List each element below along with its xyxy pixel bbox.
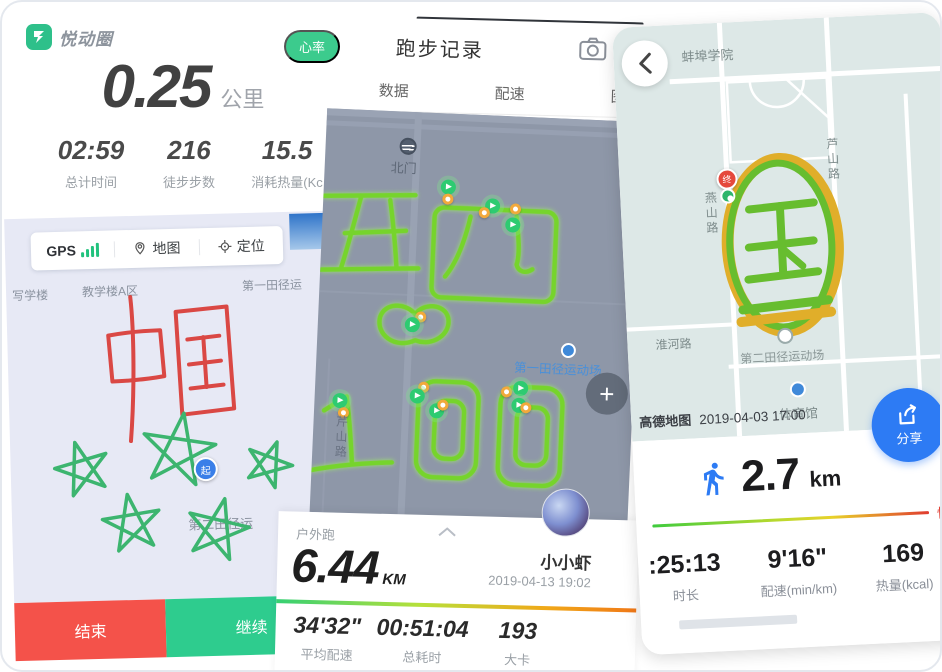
- live-run-header: 悦动圈 心率 0.25 公里 02:59 总计时间 216 徒步步数 15.5 …: [10, 10, 340, 191]
- tab-pace[interactable]: 配速: [494, 85, 525, 104]
- map-pin-icon: [135, 242, 145, 255]
- live-distance-unit: 公里: [220, 87, 265, 112]
- yuedong-logo-icon: [26, 24, 52, 50]
- map-mode-label: 地图: [152, 239, 181, 257]
- gps-art-zhongguo-red: [106, 295, 237, 444]
- share-label: 分享: [896, 429, 923, 447]
- chevron-left-icon: [639, 52, 652, 74]
- camera-icon[interactable]: [579, 37, 608, 62]
- activity-datetime: 2019-04-03 17:00: [698, 407, 807, 428]
- next-card-peek: [679, 614, 798, 630]
- stat-steps: 216 徒步步数: [162, 135, 215, 190]
- record-datetime: 2019-04-13 19:02: [488, 572, 592, 591]
- map-label-stadium: 第一田径运动场: [513, 360, 602, 379]
- court-lines: [725, 76, 832, 164]
- record-summary-card: 户外跑 6.44 KM 小小虾 2019-04-13 19:02 34'32" …: [274, 511, 639, 670]
- map-label-building: 写学楼: [11, 288, 49, 304]
- runner-icon: [703, 462, 724, 496]
- stat-total-time: 02:59 总计时间: [57, 135, 125, 190]
- panel-run-live: 悦动圈 心率 0.25 公里 02:59 总计时间 216 徒步步数 15.5 …: [4, 10, 340, 666]
- stat-duration: :25:13 时长: [647, 548, 722, 604]
- share-map[interactable]: 蚌埠学院 芦山路 燕山路 终 第二田径运动场: [612, 11, 940, 442]
- live-distance-value: 0.25: [101, 53, 213, 120]
- gps-bars-icon: [80, 242, 100, 258]
- locate-button[interactable]: 定位: [199, 226, 283, 266]
- stadium-poi-icon: [776, 327, 794, 345]
- gps-signal-indicator[interactable]: GPS: [30, 230, 114, 270]
- map-label-road-huai: 淮河路: [655, 336, 692, 353]
- live-map[interactable]: GPS 地图 定位 写学楼: [4, 210, 337, 604]
- map-label-college: 蚌埠学院: [681, 47, 734, 65]
- gym-poi-icon: [789, 380, 807, 398]
- live-map-section: GPS 地图 定位 写学楼: [4, 210, 338, 670]
- fast-label: 快: [936, 505, 942, 521]
- amap-logo: 高德地图: [638, 412, 692, 431]
- chevron-up-icon[interactable]: [438, 527, 456, 537]
- back-button[interactable]: [620, 39, 669, 88]
- tab-data[interactable]: 数据: [378, 82, 409, 101]
- record-header: 跑步记录 数据 配速 图: [344, 16, 652, 119]
- record-distance-unit: KM: [382, 570, 406, 589]
- share-distance-unit: km: [808, 465, 842, 492]
- stat-avg-pace: 34'32" 平均配速: [293, 611, 362, 664]
- share-stats-row: :25:13 时长 9'16" 配速(min/km) 169 热量(kcal): [637, 520, 940, 606]
- gps-art-stars: [9, 401, 336, 603]
- stat-kcal: 193 大卡: [498, 616, 538, 668]
- locate-label: 定位: [236, 237, 265, 255]
- panel-share-map: 蚌埠学院 芦山路 燕山路 终 第二田径运动场: [612, 11, 942, 656]
- gps-art-wusi-100: [309, 192, 565, 489]
- share-button[interactable]: 分享: [869, 386, 940, 464]
- share-distance: 2.7: [739, 449, 801, 502]
- page-title: 跑步记录: [395, 37, 485, 62]
- stat-pace: 9'16" 配速(min/km): [760, 543, 838, 600]
- app-name: 悦动圈: [59, 29, 113, 49]
- pace-gradient-bar: [276, 599, 637, 613]
- stat-heat: 169 热量(kcal): [875, 538, 934, 594]
- map-label-road: 芹山路: [332, 414, 349, 461]
- heart-rate-button[interactable]: 心率: [283, 30, 340, 63]
- gps-art-guo: [721, 152, 844, 337]
- crosshair-icon: [218, 240, 232, 254]
- record-map[interactable]: 北门: [309, 108, 645, 526]
- gps-label: GPS: [46, 242, 77, 260]
- end-run-button[interactable]: 结束: [14, 599, 167, 662]
- map-toolbar: GPS 地图 定位: [30, 226, 284, 271]
- stat-total-duration: 00:51:04 总耗时: [376, 613, 470, 666]
- username: 小小虾: [540, 552, 592, 574]
- share-icon: [899, 403, 916, 424]
- record-stats-row: 34'32" 平均配速 00:51:04 总耗时 193 大卡: [275, 611, 566, 670]
- panel-run-record: 跑步记录 数据 配速 图 北门: [274, 2, 652, 670]
- share-summary-card: 2.7 km 快 :25:13 时长 9'16" 配速(min/km) 169 …: [632, 425, 942, 656]
- record-distance: 6.44: [290, 538, 380, 594]
- stat-calories: 15.5 消耗热量(Kc: [251, 135, 323, 190]
- live-stats-row: 02:59 总计时间 216 徒步步数 15.5 消耗热量(Kc: [26, 121, 340, 191]
- map-attribution: 高德地图 2019-04-03 17:00: [639, 404, 806, 431]
- map-mode-button[interactable]: 地图: [115, 228, 199, 268]
